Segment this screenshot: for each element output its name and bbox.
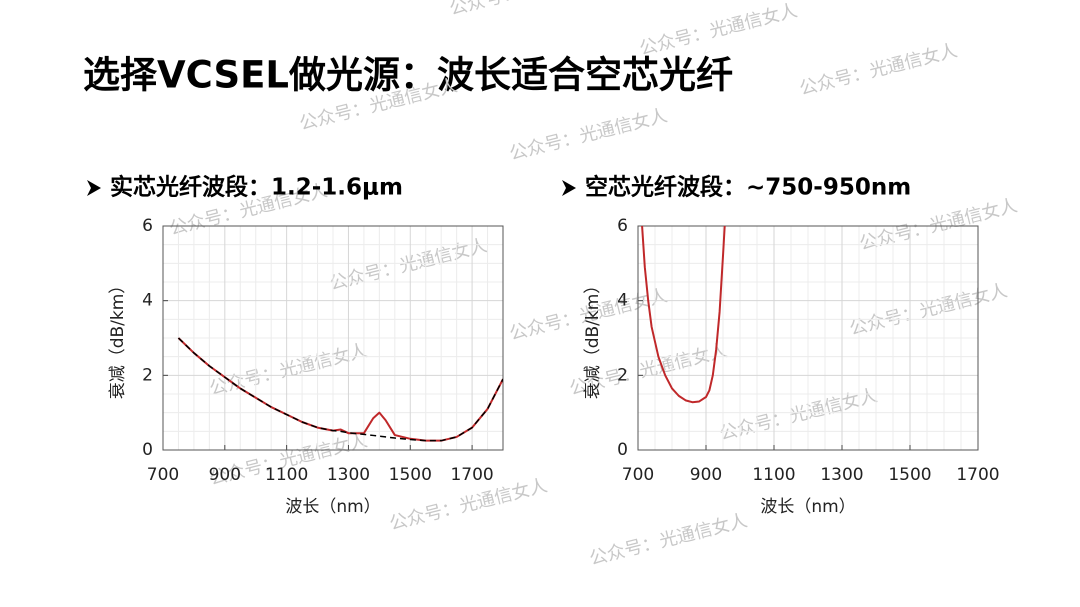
y-tick-label: 0 bbox=[142, 440, 153, 460]
chart-title: 空芯光纤波段：~750-950nm bbox=[585, 174, 911, 201]
slide-title: 选择VCSEL做光源：波长适合空芯光纤 bbox=[83, 54, 733, 97]
line-series bbox=[641, 225, 726, 404]
x-axis-label: 波长（nm） bbox=[285, 497, 380, 517]
watermark: 公众号：光通信女人 bbox=[207, 340, 369, 400]
y-tick-label: 0 bbox=[617, 440, 628, 460]
x-tick-label: 1500 bbox=[389, 465, 432, 485]
bullet-arrow bbox=[87, 180, 101, 196]
y-tick-label: 6 bbox=[617, 216, 628, 236]
y-tick-label: 6 bbox=[142, 216, 153, 236]
watermark: 公众号：光通信女人 bbox=[447, 0, 609, 20]
y-tick-label: 4 bbox=[142, 291, 153, 311]
watermark: 公众号：光通信女人 bbox=[857, 195, 1019, 255]
x-tick-label: 1100 bbox=[752, 465, 795, 485]
plot-frame bbox=[162, 225, 504, 451]
watermark: 公众号：光通信女人 bbox=[797, 40, 959, 100]
y-tick-label: 2 bbox=[142, 365, 153, 385]
x-tick-label: 900 bbox=[690, 465, 722, 485]
watermark: 公众号：光通信女人 bbox=[847, 280, 1009, 340]
x-tick-label: 1100 bbox=[265, 465, 308, 485]
x-tick-label: 1300 bbox=[327, 465, 370, 485]
x-tick-label: 700 bbox=[622, 465, 654, 485]
x-tick-label: 1500 bbox=[888, 465, 931, 485]
watermark: 公众号：光通信女人 bbox=[327, 235, 489, 295]
y-tick-label: 4 bbox=[617, 291, 628, 311]
plot-frame bbox=[637, 225, 979, 451]
watermark: 公众号：光通信女人 bbox=[637, 0, 799, 60]
chart-title: 实芯光纤波段：1.2-1.6μm bbox=[110, 174, 403, 201]
x-tick-label: 900 bbox=[209, 465, 241, 485]
y-axis-label: 衰减（dB/km） bbox=[583, 277, 603, 400]
watermark: 公众号：光通信女人 bbox=[507, 105, 669, 165]
x-tick-label: 1700 bbox=[450, 465, 493, 485]
x-tick-label: 1300 bbox=[820, 465, 863, 485]
y-tick-label: 2 bbox=[617, 365, 628, 385]
watermark: 公众号：光通信女人 bbox=[587, 510, 749, 570]
x-tick-label: 700 bbox=[147, 465, 179, 485]
line-series bbox=[177, 337, 503, 442]
x-tick-label: 1700 bbox=[956, 465, 999, 485]
bullet-arrow bbox=[562, 180, 576, 196]
x-axis-label: 波长（nm） bbox=[760, 497, 855, 517]
y-axis-label: 衰减（dB/km） bbox=[108, 277, 128, 400]
